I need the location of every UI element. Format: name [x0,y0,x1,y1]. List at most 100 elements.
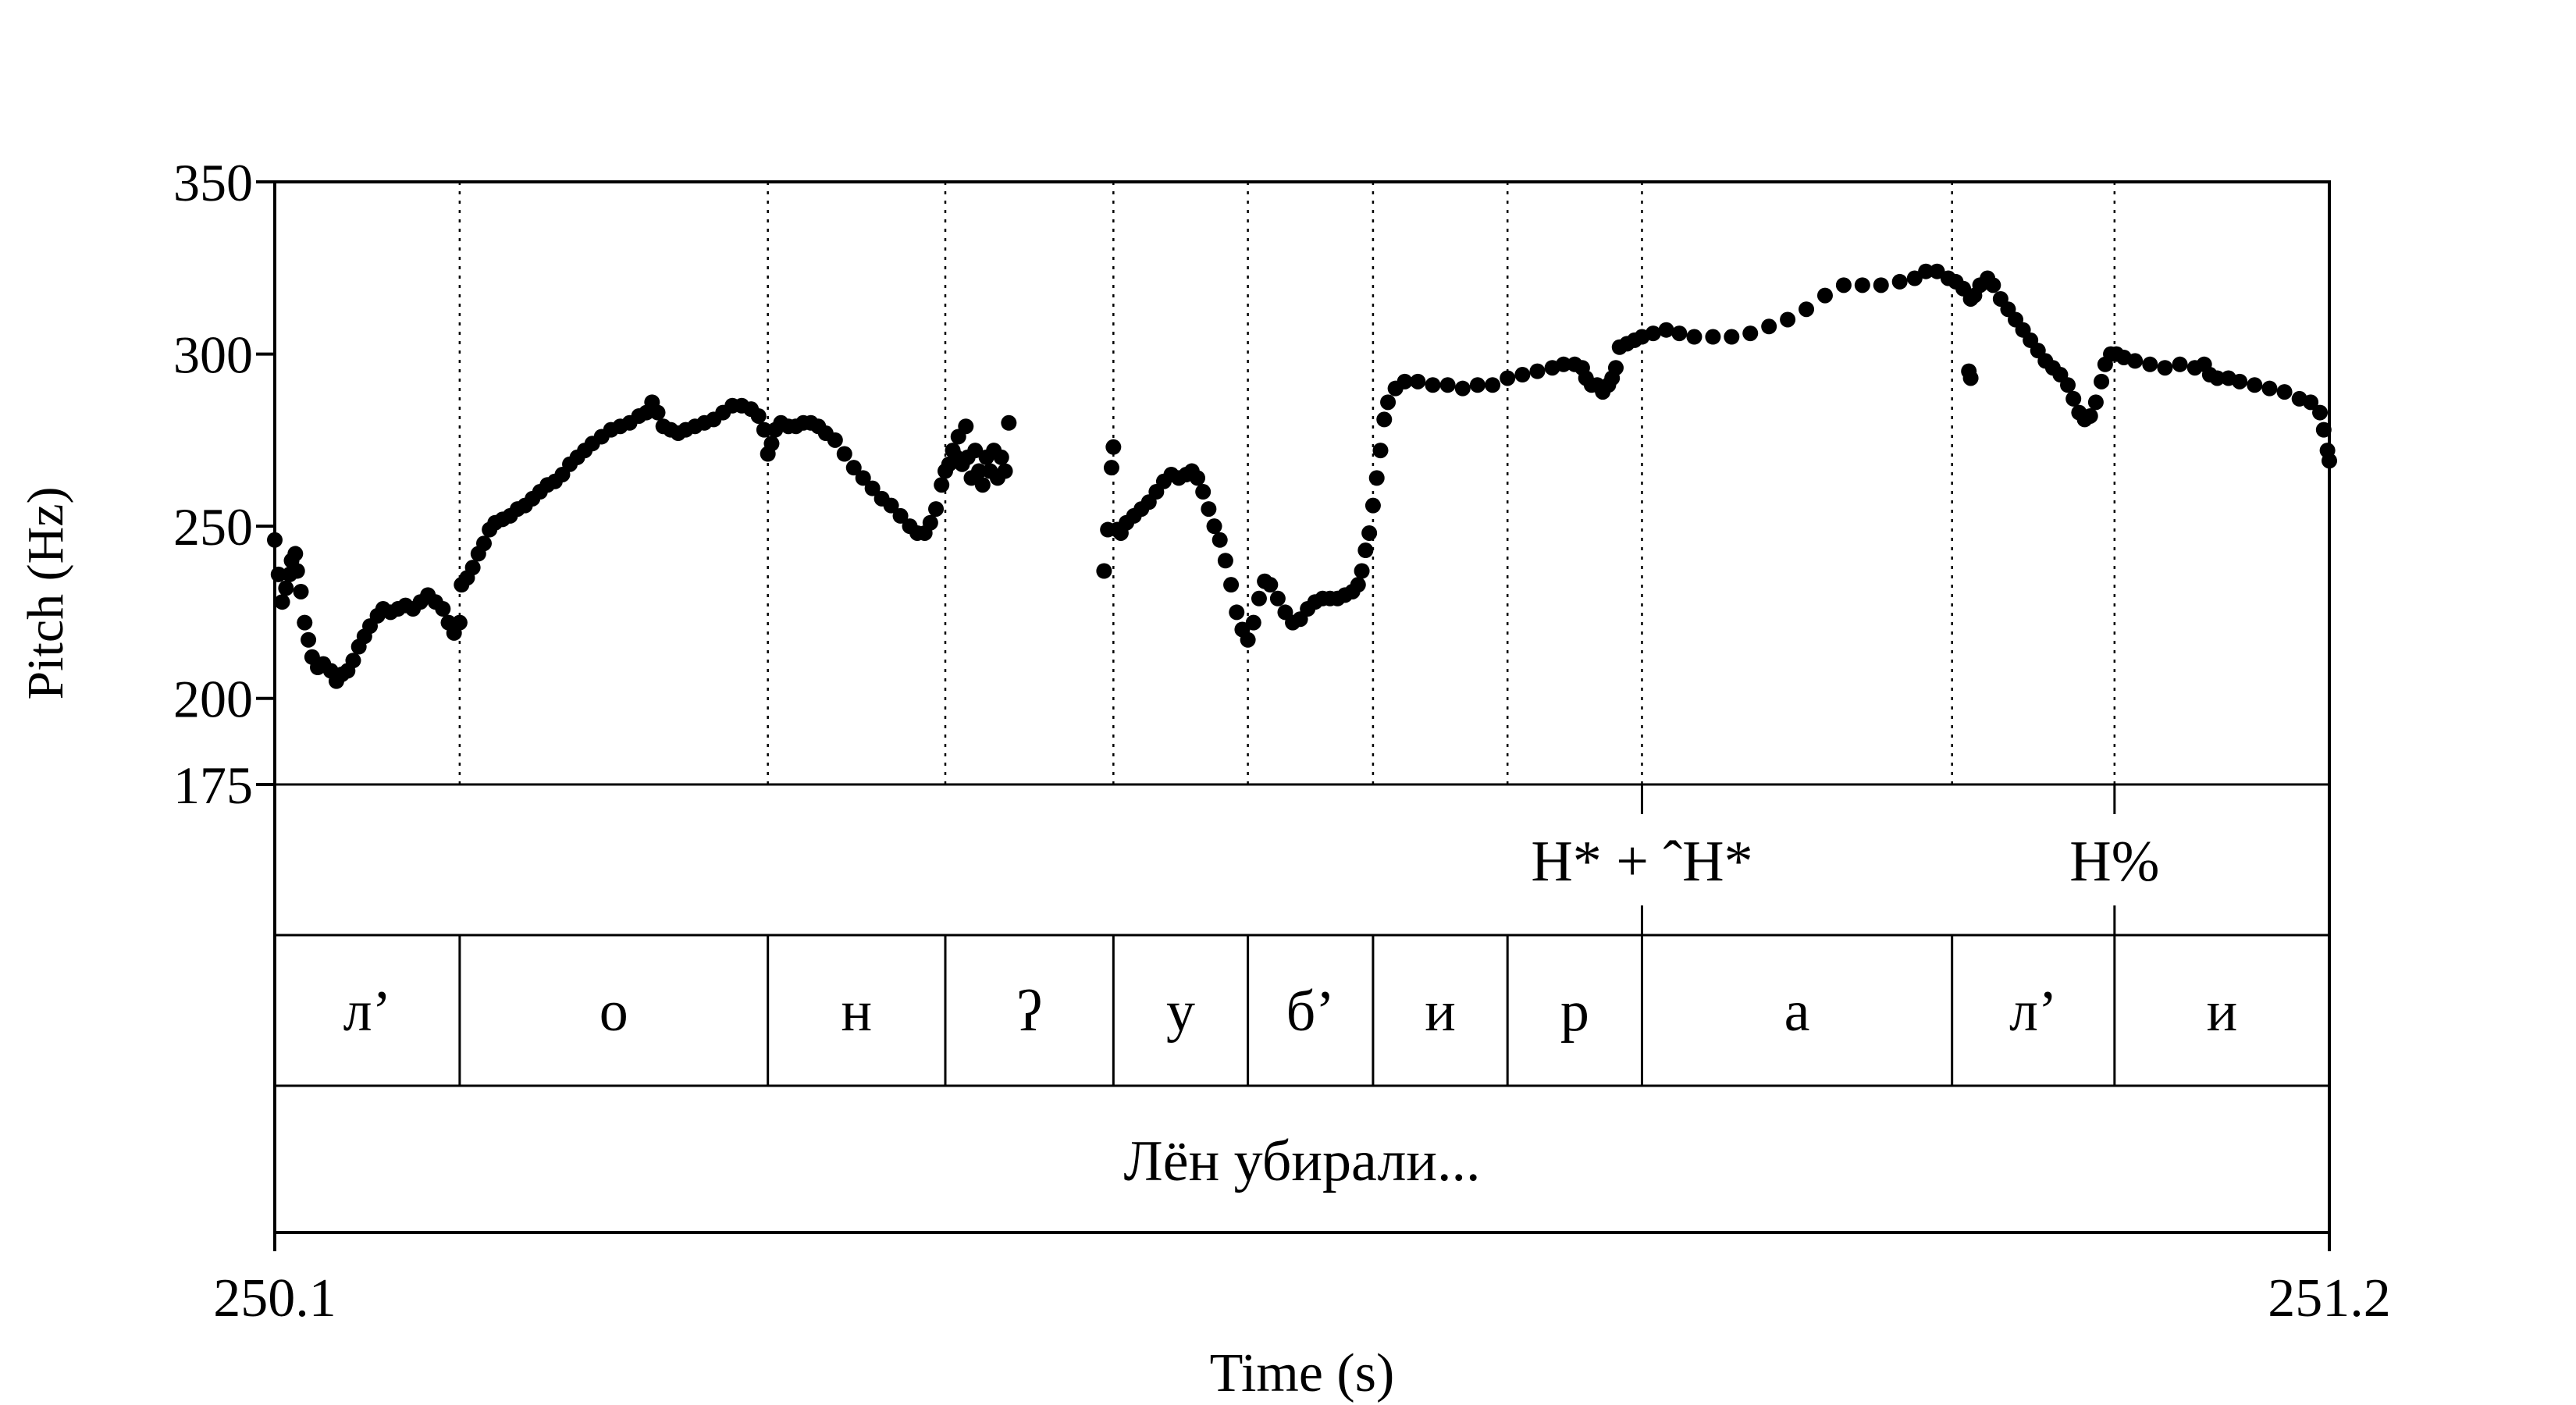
pitch-point [1918,263,1934,279]
pitch-point [2276,384,2293,400]
plot-frame [273,180,2331,1234]
segment-label: и [2207,980,2238,1044]
x-axis: 250.1 251.2 [213,1232,2391,1329]
pitch-point [2247,377,2263,393]
pitch-point [836,446,852,462]
pitch-point [2315,422,2332,438]
pitch-point [1454,380,1471,397]
pitch-point [278,580,294,596]
pitch-point [1212,532,1228,548]
pitch-point [1645,325,1661,342]
pitch-point [2312,404,2329,421]
segment-label: б’ [1286,980,1335,1044]
pitch-point [1350,577,1366,593]
pitch-point [1671,325,1688,342]
pitch-point [297,614,313,631]
pitch-point [958,418,974,435]
segment-label: и [1425,980,1456,1044]
pitch-point [274,594,290,610]
y-tick-label: 200 [173,670,253,729]
pitch-point [1105,439,1122,455]
pitch-point [1096,563,1112,579]
pitch-point [1240,631,1256,648]
pitch-point [464,560,481,576]
pitch-point [883,497,899,514]
y-tick-label: 350 [173,153,253,212]
segment-label: л’ [2009,980,2058,1044]
pitch-point [1229,604,1245,621]
pitch-point [750,407,767,424]
pitch-point [1361,525,1378,541]
pitch-point [1001,414,1017,431]
pitch-point [1985,277,2001,293]
tone-label: H% [2069,830,2159,894]
pitch-point [1529,363,1546,379]
segment-label: о [600,980,628,1044]
pitch-point [1607,360,1624,376]
segment-label: р [1560,980,1589,1044]
pitch-point [2142,356,2158,372]
pitch-point [997,463,1013,479]
pitch-point [1742,325,1759,342]
pitch-point [1469,377,1485,393]
x-tick-label: 250.1 [213,1268,336,1329]
pitch-point [475,535,492,552]
pitch-point [1705,329,1721,345]
pitch-point [1410,373,1426,389]
pitch-point [1555,356,1571,372]
y-tick-label: 250 [173,497,253,557]
y-tick-label: 175 [173,756,253,815]
pitch-point [2087,394,2104,411]
pitch-point [301,631,317,648]
pitch-point [922,514,938,531]
pitch-point [1262,577,1279,593]
pitch-point [1354,563,1370,579]
pitch-point [971,463,987,479]
pitch-point [827,432,843,448]
pitch-point [1780,311,1796,328]
pitch-point [1658,322,1674,338]
pitch-point [293,583,309,599]
y-tick-label: 300 [173,325,253,385]
x-tick-label: 251.2 [2268,1268,2391,1329]
pitch-point [864,480,881,496]
pitch-point [1799,301,1815,318]
pitch-point [1500,370,1516,386]
pitch-point [1372,443,1389,459]
segment-label: а [1784,980,1810,1044]
pitch-point [2157,360,2173,376]
pitch-point [1380,394,1397,411]
pitch-point [1217,553,1233,569]
pitch-point [967,443,984,459]
boundary-grid [458,182,2116,784]
pitch-point [1854,277,1870,293]
word-tier-text: Лён убирали... [1124,1129,1481,1193]
pitch-point [2172,356,2188,372]
segment-label: л’ [343,980,392,1044]
pitch-point [892,507,909,524]
pitch-point [1514,367,1531,383]
pitch-point [1195,484,1212,500]
pitch-point [1962,370,1979,386]
pitch-point [1251,590,1267,606]
segment-label: н [841,980,873,1044]
tone-label: H* + ˆH* [1531,830,1752,894]
pitch-point [855,470,871,486]
pitch-point [845,460,862,476]
pitch-point [1368,470,1385,486]
pitch-point [928,501,945,518]
pitch-point [1816,287,1833,304]
segment-label: у [1166,980,1195,1044]
pitch-point [756,422,772,438]
pitch-point [1425,377,1441,393]
pitch-point [2060,377,2076,393]
pitch-point [1724,329,1740,345]
pitch-point [2303,394,2319,411]
pitch-point [1873,277,1889,293]
pitch-point [1835,277,1852,293]
pitch-point [1686,329,1703,345]
pitch-point [763,436,780,452]
pitch-point [1269,590,1286,606]
y-axis-label: Pitch (Hz) [17,486,74,699]
